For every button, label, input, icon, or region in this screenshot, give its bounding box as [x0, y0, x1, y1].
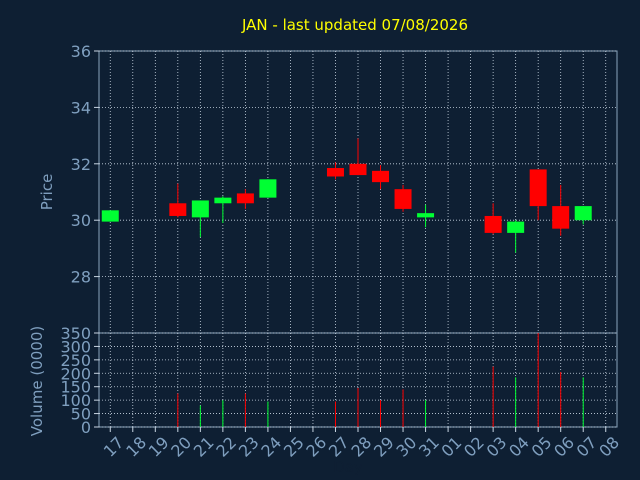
candle-body: [552, 206, 570, 229]
candle-body: [529, 169, 547, 207]
candle-body: [169, 203, 187, 216]
volume-tick-label: 100: [60, 391, 91, 410]
price-tick-label: 36: [71, 42, 91, 61]
candle-body: [259, 179, 277, 198]
price-tick-label: 28: [71, 268, 91, 287]
candle-body: [417, 213, 435, 218]
price-tick-labels: 36 34 32 30 28: [71, 42, 99, 287]
candle-body: [101, 210, 119, 222]
candle-body: [191, 200, 209, 218]
volume-tick-label: 50: [71, 405, 91, 424]
candle-body: [214, 197, 232, 204]
candle-body: [484, 215, 502, 233]
volume-tick-label: 250: [60, 351, 91, 370]
price-tick-label: 32: [71, 155, 91, 174]
price-axis-label: Price: [38, 174, 56, 211]
volume-tick-label: 150: [60, 378, 91, 397]
candle-body: [236, 193, 254, 204]
candle-body: [326, 168, 344, 177]
volume-tick-label: 200: [60, 364, 91, 383]
day-tick-label: 08: [595, 433, 623, 461]
volume-series: [177, 333, 584, 427]
candle-body: [394, 189, 412, 209]
day-tick-labels: 1718192021222324252627282930310102030405…: [100, 427, 623, 461]
volume-axis-label: Volume (0000): [28, 326, 46, 436]
day-axis-label: Day: [333, 458, 363, 476]
chart-title: JAN - last updated 07/08/2026: [241, 16, 468, 34]
volume-tick-label: 0: [81, 418, 91, 437]
candlestick-series: [101, 138, 592, 253]
volume-tick-label: 350: [60, 324, 91, 343]
candle-body: [574, 206, 592, 221]
candle-body: [507, 221, 525, 233]
volume-tick-label: 300: [60, 337, 91, 356]
candle-body: [372, 170, 390, 183]
price-tick-label: 30: [71, 211, 91, 230]
price-tick-label: 34: [71, 98, 91, 117]
candle-body: [349, 163, 367, 176]
